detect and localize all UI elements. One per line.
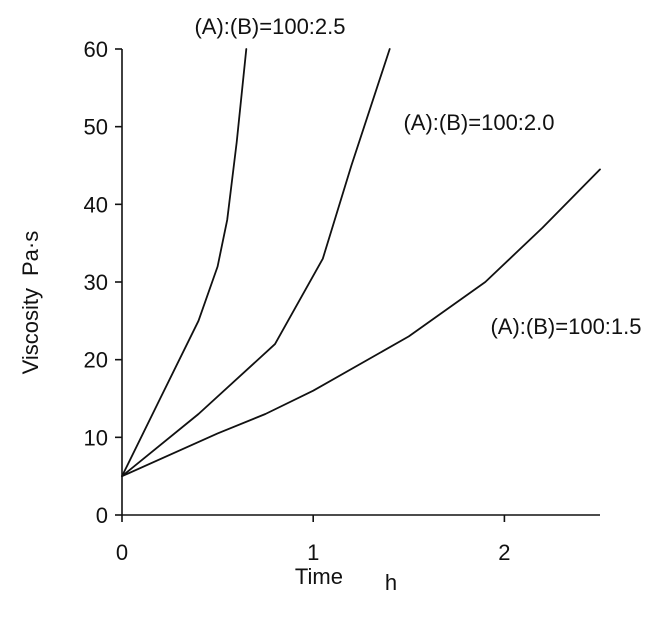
series-lines	[121, 48, 601, 478]
y-tick-label: 50	[84, 115, 108, 140]
y-axis-title-group: Viscosity Pa·s	[18, 231, 43, 375]
series-label-1-5: (A):(B)=100:1.5	[490, 314, 641, 339]
series-label-2-0: (A):(B)=100:2.0	[403, 110, 554, 135]
x-axis-unit: h	[385, 570, 397, 595]
series-line-1	[121, 48, 391, 478]
ticks: 0 10 20 30 40 50 60 0 1 2	[84, 37, 511, 565]
x-tick-label: 0	[116, 540, 128, 565]
x-axis-title: Time	[295, 564, 343, 589]
series-line-0	[121, 48, 248, 478]
y-tick-label: 40	[84, 192, 108, 217]
x-tick-label: 1	[307, 540, 319, 565]
y-tick-label: 0	[96, 503, 108, 528]
y-tick-label: 20	[84, 348, 108, 373]
series-label-2-5: (A):(B)=100:2.5	[194, 14, 345, 39]
y-axis-title: Viscosity	[18, 288, 43, 374]
y-tick-label: 60	[84, 37, 108, 62]
x-tick-label: 2	[498, 540, 510, 565]
y-tick-label: 10	[84, 425, 108, 450]
y-tick-label: 30	[84, 270, 108, 295]
y-axis-unit: Pa·s	[18, 231, 43, 276]
series-line-2	[121, 168, 601, 478]
